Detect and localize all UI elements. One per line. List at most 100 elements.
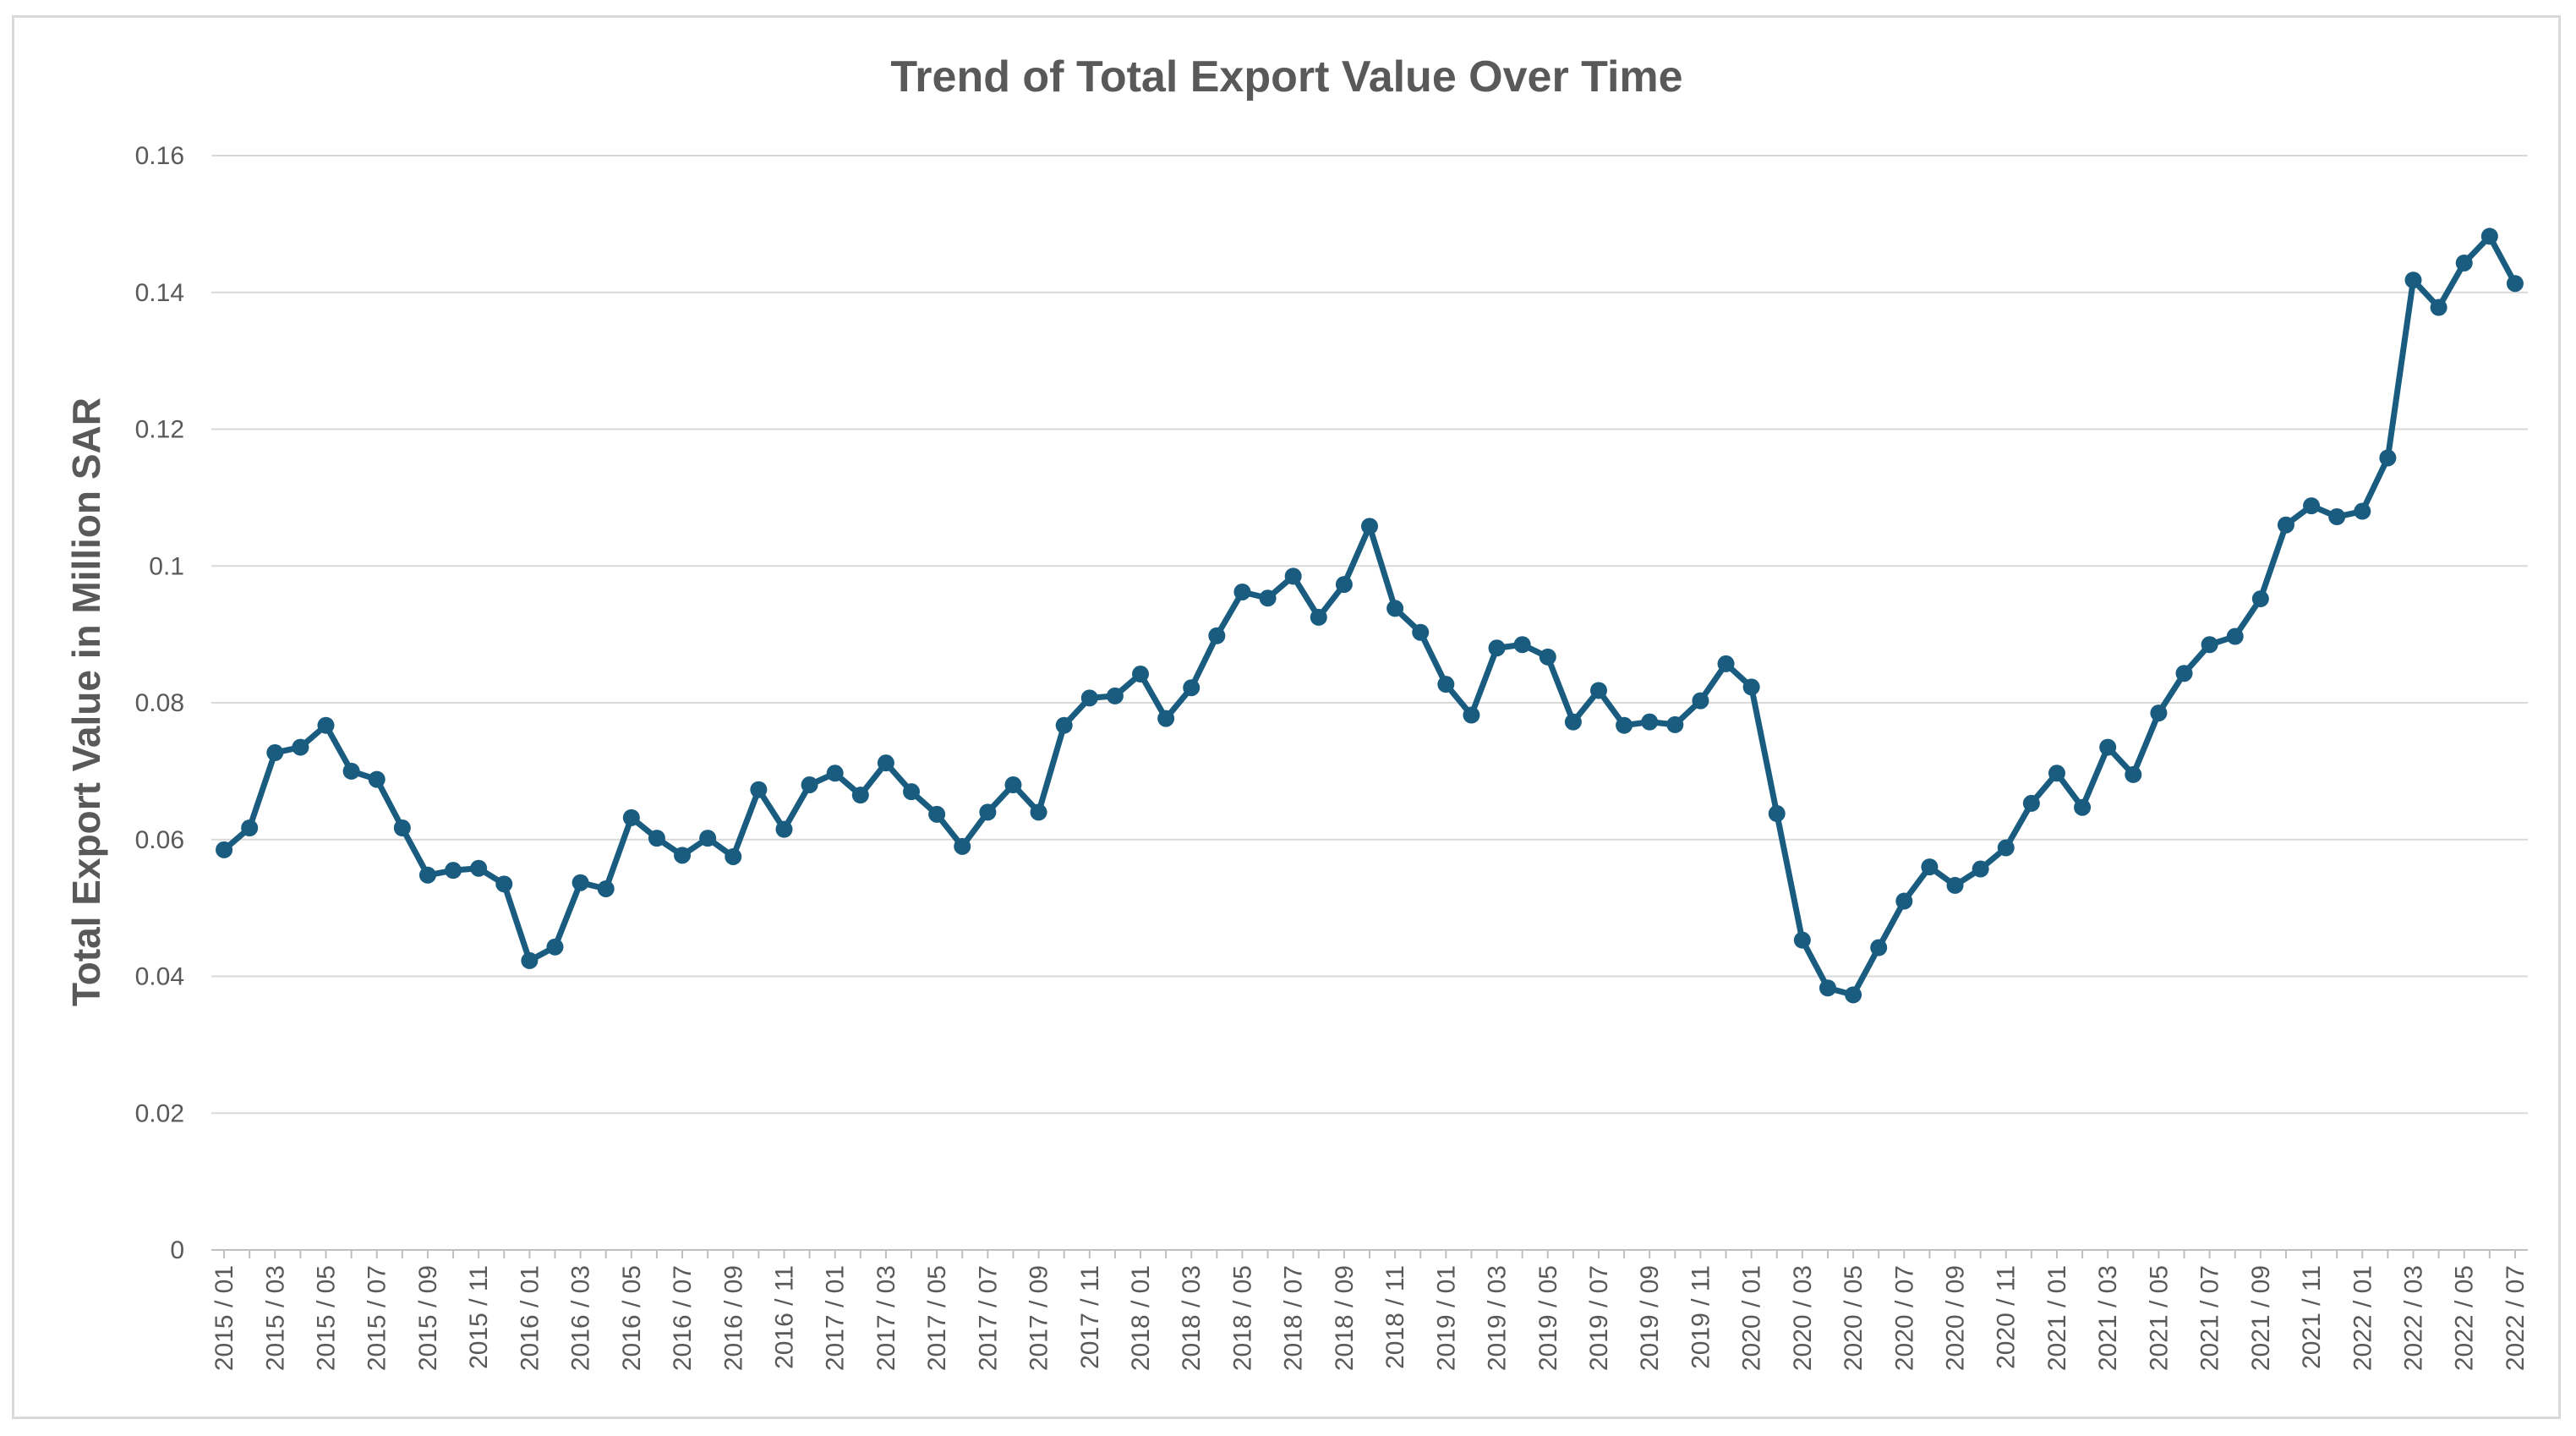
x-tick-label: 2021 / 05 bbox=[2145, 1265, 2173, 1371]
data-point bbox=[2074, 798, 2092, 816]
x-tick-label: 2015 / 03 bbox=[261, 1265, 289, 1371]
data-point bbox=[597, 880, 615, 897]
data-point bbox=[2506, 275, 2524, 293]
data-point bbox=[674, 847, 692, 864]
data-point bbox=[546, 938, 564, 956]
x-tick-label: 2020 / 01 bbox=[1738, 1265, 1766, 1371]
x-tick-label: 2017 / 03 bbox=[872, 1265, 900, 1371]
x-tick-label: 2021 / 09 bbox=[2247, 1265, 2275, 1371]
x-tick-label: 2020 / 05 bbox=[1840, 1265, 1868, 1371]
data-point bbox=[470, 859, 488, 877]
data-point bbox=[2022, 794, 2040, 812]
data-point bbox=[2150, 704, 2168, 722]
data-point bbox=[1768, 805, 1786, 823]
data-point bbox=[1488, 639, 1506, 657]
y-tick-label: 0.16 bbox=[135, 142, 184, 170]
data-point bbox=[1717, 655, 1735, 672]
data-point bbox=[495, 875, 513, 893]
data-point bbox=[1895, 892, 1913, 910]
data-point bbox=[1055, 716, 1073, 734]
y-tick-label: 0 bbox=[170, 1236, 184, 1264]
data-point bbox=[445, 862, 462, 880]
data-point bbox=[1080, 689, 1098, 707]
x-tick-label: 2016 / 05 bbox=[618, 1265, 646, 1371]
data-point bbox=[1692, 692, 1709, 710]
data-point bbox=[1386, 600, 1404, 617]
x-tick-label: 2018 / 05 bbox=[1228, 1265, 1256, 1371]
x-tick-label: 2019 / 05 bbox=[1534, 1265, 1562, 1371]
data-point bbox=[266, 744, 284, 762]
x-tick-label: 2017 / 05 bbox=[923, 1265, 951, 1371]
data-point bbox=[1513, 636, 1531, 654]
x-tick-label: 2021 / 03 bbox=[2094, 1265, 2122, 1371]
data-point bbox=[1361, 518, 1378, 535]
y-axis-label: Total Export Value in Million SAR bbox=[64, 397, 108, 1006]
data-point bbox=[1564, 713, 1582, 731]
data-point bbox=[1845, 986, 1862, 1004]
x-tick-label: 2019 / 03 bbox=[1484, 1265, 1512, 1371]
data-point bbox=[1819, 979, 1836, 997]
data-point bbox=[1412, 623, 1430, 641]
data-point bbox=[1030, 803, 1047, 821]
x-tick-label: 2022 / 05 bbox=[2451, 1265, 2479, 1371]
x-tick-label: 2017 / 07 bbox=[974, 1265, 1002, 1371]
data-point bbox=[2277, 516, 2294, 534]
data-point bbox=[1157, 710, 1175, 727]
data-point bbox=[2125, 765, 2142, 783]
x-tick-label: 2019 / 01 bbox=[1432, 1265, 1460, 1371]
x-tick-label: 2020 / 11 bbox=[1993, 1265, 2021, 1369]
data-point bbox=[393, 819, 411, 837]
data-point bbox=[292, 738, 309, 756]
data-point bbox=[1208, 627, 1226, 644]
x-tick-label: 2021 / 07 bbox=[2196, 1265, 2224, 1371]
data-point bbox=[2379, 449, 2397, 467]
data-point bbox=[725, 847, 742, 865]
data-point bbox=[241, 819, 259, 837]
data-point bbox=[1921, 858, 1939, 876]
x-tick-label: 2015 / 11 bbox=[465, 1265, 493, 1369]
data-point bbox=[2303, 497, 2321, 515]
data-point bbox=[775, 820, 793, 838]
data-point bbox=[1335, 576, 1353, 594]
data-point bbox=[903, 783, 921, 801]
x-tick-label: 2016 / 01 bbox=[516, 1265, 544, 1371]
y-tick-label: 0.08 bbox=[135, 689, 184, 717]
x-tick-label: 2016 / 03 bbox=[567, 1265, 595, 1371]
data-point bbox=[418, 866, 436, 884]
data-point bbox=[216, 841, 233, 858]
data-point bbox=[2048, 765, 2065, 782]
x-tick-label: 2020 / 07 bbox=[1890, 1265, 1918, 1371]
data-point bbox=[1946, 876, 1964, 894]
data-point bbox=[1870, 939, 1888, 956]
x-tick-label: 2021 / 11 bbox=[2298, 1265, 2326, 1369]
data-point bbox=[801, 776, 818, 794]
data-point bbox=[2226, 628, 2244, 645]
data-point bbox=[2175, 665, 2193, 682]
data-point bbox=[1106, 687, 1124, 704]
data-point bbox=[368, 770, 386, 788]
data-point bbox=[1284, 567, 1302, 585]
x-tick-label: 2016 / 09 bbox=[719, 1265, 747, 1371]
data-point bbox=[699, 830, 717, 847]
y-tick-label: 0.02 bbox=[135, 1099, 184, 1127]
data-point bbox=[622, 808, 640, 826]
data-point bbox=[851, 787, 869, 804]
y-tick-label: 0.04 bbox=[135, 963, 184, 991]
data-point bbox=[2099, 738, 2117, 756]
x-tick-label: 2019 / 09 bbox=[1636, 1265, 1664, 1371]
x-tick-label: 2018 / 03 bbox=[1178, 1265, 1206, 1371]
data-point bbox=[1589, 682, 1607, 699]
data-point bbox=[1997, 839, 2015, 857]
data-point bbox=[1132, 666, 1150, 683]
x-tick-label: 2016 / 07 bbox=[669, 1265, 697, 1371]
data-point bbox=[928, 805, 946, 823]
x-tick-label: 2022 / 01 bbox=[2349, 1265, 2376, 1371]
y-tick-label: 0.1 bbox=[149, 552, 184, 580]
data-point bbox=[826, 765, 844, 782]
x-tick-label: 2018 / 09 bbox=[1331, 1265, 1359, 1371]
data-point bbox=[648, 830, 665, 847]
data-point bbox=[1004, 776, 1022, 794]
x-tick-label: 2015 / 05 bbox=[312, 1265, 340, 1371]
data-point bbox=[2354, 502, 2371, 520]
